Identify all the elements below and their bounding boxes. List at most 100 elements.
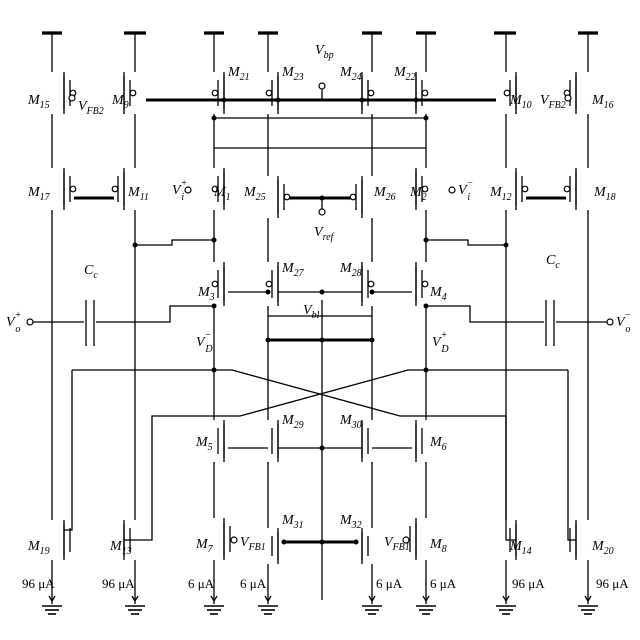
label-M5: M5 [195, 435, 213, 453]
label-M18: M18 [593, 185, 616, 203]
vfb2-right-terminal[interactable] [564, 94, 572, 102]
ground-icon [258, 590, 278, 615]
label-M9: M9 [111, 93, 129, 111]
label-vd-minus: V− D [196, 330, 213, 355]
label-cc-right: Cc [546, 253, 560, 271]
transistor-M30 [361, 424, 369, 458]
transistor-M13 [123, 524, 131, 556]
label-M20: M20 [591, 539, 614, 557]
label-M22: M22 [393, 65, 416, 83]
vref-terminal[interactable] [318, 208, 326, 216]
label-vi-plus: V+ i [172, 178, 187, 203]
transistor-M25 [277, 180, 291, 214]
current-label-M32: 6 μA [376, 576, 403, 591]
vo-minus-terminal[interactable] [606, 318, 614, 326]
label-M4: M4 [429, 285, 447, 303]
label-vfb2-right: VFB2 [540, 93, 566, 111]
transistor-M32 [361, 532, 369, 560]
label-vfb1-right: VFB1 [384, 535, 410, 553]
transistor-M10 [503, 76, 517, 110]
transistor-M1 [211, 172, 225, 206]
label-M25: M25 [243, 185, 266, 203]
vbp-terminal[interactable] [318, 82, 326, 90]
label-vo-minus: V− o [616, 310, 631, 335]
ground-icon [125, 590, 145, 615]
current-label-M31: 6 μA [240, 576, 267, 591]
label-M16: M16 [591, 93, 614, 111]
transistor-M29 [271, 424, 279, 458]
label-vbp: Vbp [315, 43, 334, 61]
vfb1-right-terminal[interactable] [402, 536, 410, 544]
label-cc-left: Cc [84, 263, 98, 281]
ground-icon [496, 590, 516, 615]
transistor-M7 [223, 522, 231, 556]
transistor-M27 [265, 266, 279, 302]
transistor-M3 [211, 266, 225, 302]
transistor-M16 [563, 76, 577, 110]
label-M3: M3 [197, 285, 215, 303]
label-M7: M7 [195, 537, 214, 555]
transistor-M22 [415, 76, 429, 110]
label-M15: M15 [27, 93, 50, 111]
ground-icon [578, 590, 598, 615]
label-M19: M19 [27, 539, 50, 557]
label-vbl: Vbl [303, 303, 320, 321]
label-M26: M26 [373, 185, 396, 203]
label-M8: M8 [429, 537, 447, 555]
label-vd-plus: V+ D [432, 330, 449, 355]
compensation-capacitor-left [85, 300, 95, 346]
label-M14: M14 [509, 539, 532, 557]
vfb1-left-terminal[interactable] [230, 536, 238, 544]
vfb2-left-terminal[interactable] [68, 94, 76, 102]
label-M10: M10 [509, 93, 532, 111]
label-M27: M27 [281, 261, 305, 279]
transistor-M4 [415, 266, 429, 302]
label-M6: M6 [429, 435, 447, 453]
ground-icon [416, 590, 436, 615]
transistor-M23 [265, 76, 279, 110]
current-label-M14: 96 μA [512, 576, 545, 591]
current-label-M8: 6 μA [430, 576, 457, 591]
label-M12: M12 [489, 185, 512, 203]
wiring [30, 31, 610, 600]
label-M30: M30 [339, 413, 362, 431]
transistor-M18 [563, 172, 577, 206]
transistor-M2 [415, 172, 429, 206]
ground-symbols [42, 590, 598, 615]
current-label-M7: 6 μA [188, 576, 215, 591]
label-M28: M28 [339, 261, 362, 279]
transistor-M20 [569, 524, 577, 556]
transistor-M17 [63, 172, 77, 206]
transistor-layer [63, 76, 577, 560]
label-M32: M32 [339, 513, 362, 531]
label-M1: M1 [213, 185, 231, 203]
ground-icon [362, 590, 382, 615]
transistor-M8 [409, 522, 417, 556]
transistor-M11 [111, 172, 125, 206]
label-M13: M13 [109, 539, 132, 557]
transistor-M26 [349, 180, 363, 214]
current-label-M13: 96 μA [102, 576, 135, 591]
transistor-M9 [123, 76, 137, 110]
transistor-M19 [63, 524, 71, 556]
label-vfb2-left: VFB2 [78, 99, 104, 117]
transistor-M21 [211, 76, 225, 110]
transistor-labels: M15 M9 M21 M23 M24 M22 M10 M16 M17 M11 M… [27, 65, 616, 557]
current-sources: 96 μA 96 μA 6 μA 6 μA 6 μA 6 μA 96 μA 96… [22, 576, 629, 591]
transistor-M14 [509, 524, 517, 556]
label-vo-plus: V+ o [6, 310, 21, 335]
current-label-M20: 96 μA [596, 576, 629, 591]
label-vref: Vref [314, 225, 335, 243]
transistor-M15 [63, 76, 77, 110]
label-M31: M31 [281, 513, 304, 531]
transistor-M24 [361, 76, 375, 110]
compensation-capacitor-right [545, 300, 555, 346]
ground-icon [204, 590, 224, 615]
transistor-M6 [415, 424, 423, 458]
vi-plus-terminal[interactable] [184, 186, 192, 194]
vi-minus-terminal[interactable] [448, 186, 456, 194]
vo-plus-terminal[interactable] [26, 318, 34, 326]
label-M24: M24 [339, 65, 362, 83]
label-vi-minus: V− i [458, 178, 473, 203]
